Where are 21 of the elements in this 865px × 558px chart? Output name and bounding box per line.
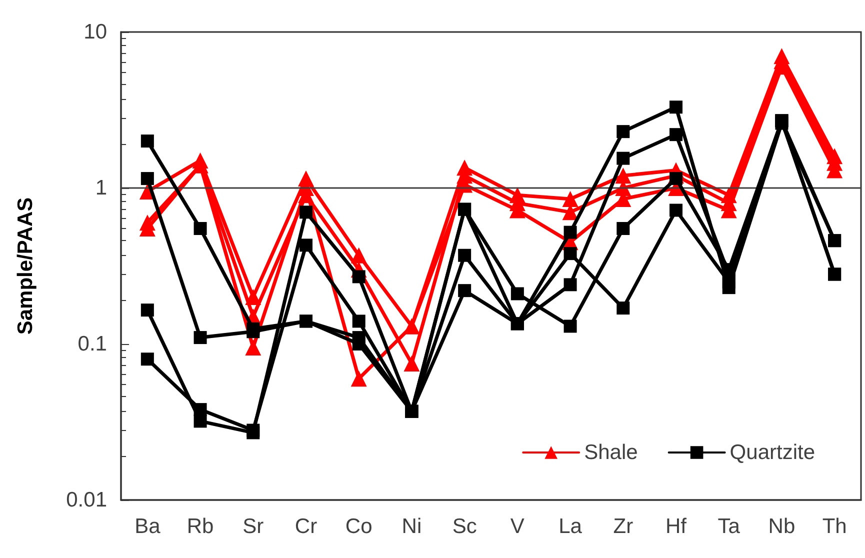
x-tick-label: Th — [822, 515, 847, 538]
x-tick-label: Zr — [613, 515, 634, 538]
x-tick-label: Ba — [134, 515, 161, 538]
x-tick-label: Cr — [294, 515, 318, 538]
x-tick-label: Ta — [718, 515, 740, 538]
legend-label: Quartzite — [730, 441, 816, 464]
x-tick-label: V — [510, 515, 524, 538]
x-tick-label: Ni — [402, 515, 422, 538]
y-tick-label: 0.1 — [78, 332, 107, 356]
x-tick-label: Co — [345, 515, 372, 538]
x-tick-label: Rb — [186, 515, 214, 538]
x-tick-label: La — [558, 515, 582, 538]
x-tick-label: Nb — [768, 515, 796, 538]
y-tick-label: 1 — [95, 176, 107, 200]
x-tick-label: Sc — [452, 515, 477, 538]
y-tick-label: 0.01 — [66, 488, 107, 512]
legend-label: Shale — [584, 441, 638, 464]
y-tick-label: 10 — [84, 20, 107, 44]
y-axis-title: Sample/PAAS — [14, 197, 37, 335]
x-tick-label: Sr — [242, 515, 264, 538]
x-tick-label: Hf — [666, 515, 687, 538]
